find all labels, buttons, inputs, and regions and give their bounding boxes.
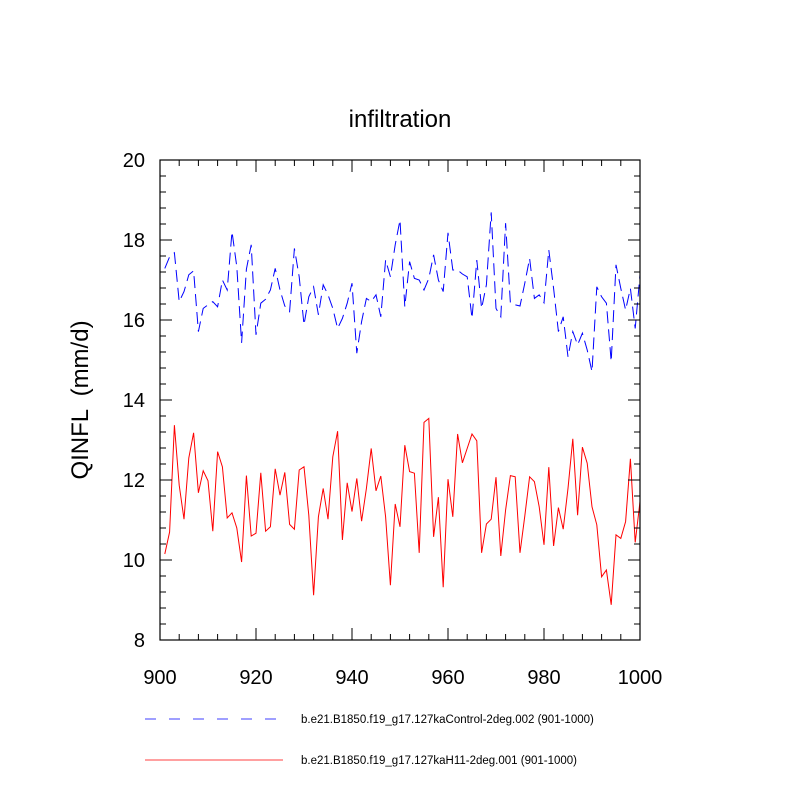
- series-line-control: [164, 212, 641, 372]
- x-tick-label: 960: [431, 667, 464, 689]
- series-layer: [164, 212, 641, 605]
- series-line-h11: [164, 417, 641, 605]
- tick-labels: 900 920 940 960 980 1000 8 10 12 14 16 18 20: [123, 150, 663, 689]
- x-tick-label: 980: [527, 667, 560, 689]
- y-tick-label: 16: [123, 310, 145, 332]
- y-tick-label: 12: [123, 470, 145, 492]
- legend-label-h11: b.e21.B1850.f19_g17.127kaH11-2deg.001 (9…: [301, 755, 577, 767]
- x-tick-label: 920: [239, 667, 272, 689]
- legend: b.e21.B1850.f19_g17.127kaControl-2deg.00…: [145, 714, 594, 767]
- y-tick-label: 8: [134, 630, 145, 652]
- y-tick-label: 18: [123, 230, 145, 252]
- legend-label-control: b.e21.B1850.f19_g17.127kaControl-2deg.00…: [301, 714, 594, 726]
- axis-ticks: [159, 159, 641, 641]
- y-tick-label: 20: [123, 150, 145, 172]
- x-tick-label: 940: [335, 667, 368, 689]
- x-tick-label: 900: [143, 667, 176, 689]
- y-tick-label: 10: [123, 550, 145, 572]
- y-axis-label: QINFL (mm/d): [67, 320, 94, 479]
- x-tick-label: 1000: [618, 667, 663, 689]
- y-tick-label: 14: [123, 390, 145, 412]
- plot-frame: [159, 159, 641, 641]
- chart-title: infiltration: [349, 106, 452, 133]
